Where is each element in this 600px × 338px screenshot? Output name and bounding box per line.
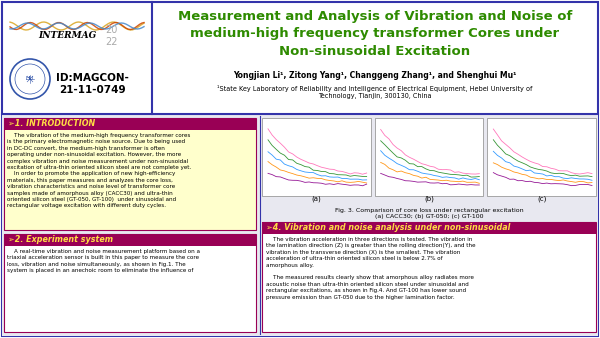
Bar (4, 246, 256, 332)
Text: 22: 22 (105, 37, 118, 47)
Text: ➢4. Vibration and noise analysis under non-sinusoidal: ➢4. Vibration and noise analysis under n… (266, 223, 511, 233)
Text: Measurement and Analysis of Vibration and Noise of
medium-high frequency transfo: Measurement and Analysis of Vibration an… (178, 10, 572, 58)
Text: (b): (b) (424, 196, 434, 202)
Text: ➢1. INTRODUCTION: ➢1. INTRODUCTION (8, 120, 95, 128)
Bar (262, 222, 596, 332)
Text: 20: 20 (105, 25, 118, 35)
Bar (262, 234, 596, 332)
Bar (4, 234, 256, 246)
Bar (4, 234, 256, 332)
Text: ¹State Key Laboratory of Reliability and Intelligence of Electrical Equipment, H: ¹State Key Laboratory of Reliability and… (217, 85, 533, 99)
Text: Yongjian Li¹, Zitong Yang¹, Changgeng Zhang¹, and Shenghui Mu¹: Yongjian Li¹, Zitong Yang¹, Changgeng Zh… (233, 72, 517, 80)
Bar (487, 118, 596, 196)
Text: (c): (c) (537, 196, 547, 202)
Text: The vibration acceleration in three directions is tested. The vibration in
the l: The vibration acceleration in three dire… (266, 237, 476, 299)
Text: (a): (a) (311, 196, 321, 202)
Text: HU: HU (26, 76, 34, 81)
Text: Fig. 3. Comparison of core loss under rectangular excitation
(a) CACC30; (b) GT-: Fig. 3. Comparison of core loss under re… (335, 208, 523, 219)
Text: The vibration of the medium-high frequency transformer cores
is the primary elec: The vibration of the medium-high frequen… (7, 133, 191, 209)
Bar (262, 222, 596, 234)
Text: A real-time vibration and noise measurement platform based on a
triaxial acceler: A real-time vibration and noise measurem… (7, 249, 200, 273)
Bar (4, 118, 256, 130)
Bar (4, 118, 256, 230)
Text: INTERMAG: INTERMAG (38, 31, 96, 41)
Text: ID:MAGCON-
21-11-0749: ID:MAGCON- 21-11-0749 (56, 73, 128, 95)
Bar (4, 130, 256, 230)
Bar (374, 118, 484, 196)
Text: ➢2. Experiment system: ➢2. Experiment system (8, 236, 113, 244)
Bar (262, 118, 371, 196)
Bar (2, 114, 598, 336)
